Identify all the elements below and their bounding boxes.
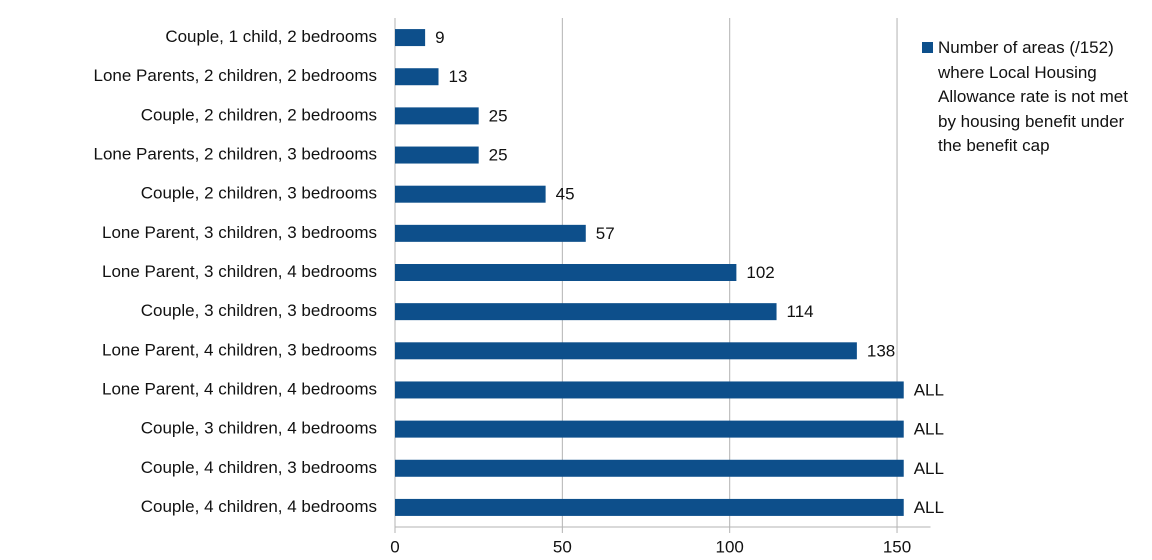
y-tick-label: Couple, 3 children, 3 bedrooms [141,301,377,320]
y-tick-label: Lone Parents, 2 children, 3 bedrooms [93,145,377,164]
y-tick-label: Lone Parent, 3 children, 4 bedrooms [102,262,377,281]
value-label: 114 [787,302,814,321]
bar [395,303,777,321]
value-label: ALL [914,498,944,517]
x-tick-label: 150 [883,537,911,556]
x-tick-label: 50 [553,537,572,556]
value-label: 45 [556,185,575,204]
bar [395,107,479,125]
value-label: ALL [914,459,944,478]
legend-label: Number of areas (/152) where Local Housi… [938,38,1128,155]
bar [395,459,904,477]
y-tick-label: Lone Parent, 4 children, 3 bedrooms [102,340,377,359]
value-label: 13 [449,67,468,86]
bar [395,342,857,360]
value-label: ALL [914,380,944,399]
y-tick-label: Couple, 2 children, 3 bedrooms [141,184,377,203]
y-tick-label: Couple, 4 children, 3 bedrooms [141,458,377,477]
bar [395,68,439,86]
bar [395,498,904,516]
y-tick-label: Lone Parent, 4 children, 4 bedrooms [102,379,377,398]
y-tick-label: Couple, 4 children, 4 bedrooms [141,497,377,516]
y-tick-label: Couple, 1 child, 2 bedrooms [165,27,377,46]
bar [395,185,546,203]
y-tick-label: Couple, 3 children, 4 bedrooms [141,419,377,438]
value-label: 25 [489,146,508,165]
value-label: 138 [867,341,895,360]
legend-key [922,42,933,53]
bar [395,224,586,242]
x-tick-label: 100 [716,537,744,556]
value-label: 25 [489,106,508,125]
bar [395,146,479,164]
value-label: 102 [746,263,774,282]
y-tick-label: Lone Parents, 2 children, 2 bedrooms [93,66,377,85]
bar [395,264,737,281]
y-tick-label: Couple, 2 children, 2 bedrooms [141,105,377,124]
bar [395,29,426,47]
bar [395,381,904,399]
value-label: ALL [914,420,944,439]
value-label: 57 [596,224,615,243]
x-tick-label: 0 [390,537,399,556]
value-label: 9 [435,28,444,47]
y-tick-label: Lone Parent, 3 children, 3 bedrooms [102,223,377,242]
bar [395,420,904,438]
